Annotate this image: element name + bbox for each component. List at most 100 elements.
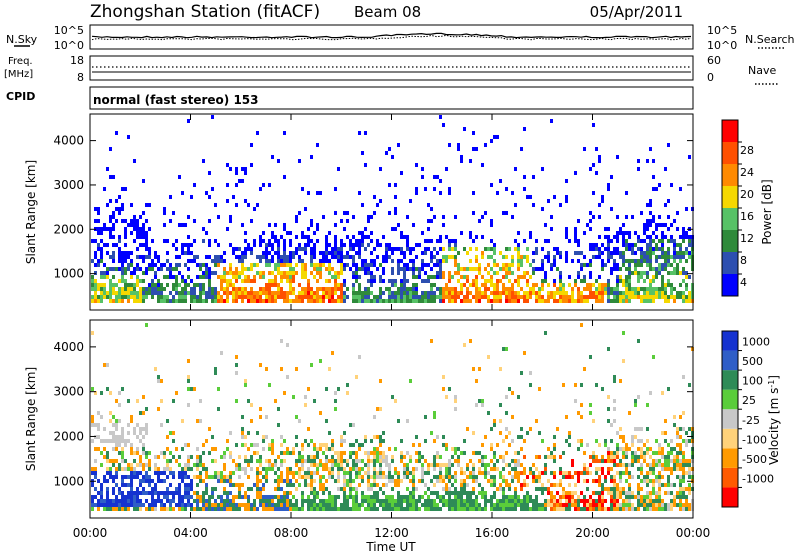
power-echo-cell: [133, 295, 136, 299]
velocity-echo-cell: [94, 459, 97, 463]
velocity-echo-cell: [379, 379, 382, 383]
velocity-echo-cell: [232, 471, 235, 475]
velocity-echo-cell: [280, 475, 283, 479]
velocity-echo-cell: [379, 463, 382, 467]
velocity-echo-cell: [136, 499, 139, 503]
power-echo-cell: [553, 255, 556, 259]
power-echo-cell: [367, 263, 370, 267]
velocity-echo-cell: [367, 479, 370, 483]
power-echo-cell: [658, 223, 661, 227]
velocity-echo-cell: [139, 439, 142, 443]
power-echo-cell: [517, 275, 520, 279]
power-echo-cell: [664, 255, 667, 259]
power-echo-cell: [637, 279, 640, 283]
velocity-echo-cell: [373, 479, 376, 483]
power-echo-cell: [316, 263, 319, 267]
velocity-echo-cell: [529, 383, 532, 387]
velocity-echo-cell: [115, 439, 118, 443]
power-echo-cell: [430, 295, 433, 299]
power-echo-cell: [499, 291, 502, 295]
power-echo-cell: [529, 263, 532, 267]
velocity-echo-cell: [607, 459, 610, 463]
power-echo-cell: [268, 251, 271, 255]
velocity-echo-cell: [448, 491, 451, 495]
power-echo-cell: [310, 295, 313, 299]
velocity-echo-cell: [124, 483, 127, 487]
velocity-echo-cell: [247, 475, 250, 479]
power-echo-cell: [502, 263, 505, 267]
velocity-echo-cell: [157, 495, 160, 499]
velocity-echo-cell: [310, 499, 313, 503]
power-echo-cell: [364, 291, 367, 295]
power-echo-cell: [448, 291, 451, 295]
velocity-echo-cell: [268, 463, 271, 467]
velocity-echo-cell: [163, 479, 166, 483]
power-echo-cell: [535, 283, 538, 287]
velocity-echo-cell: [334, 407, 337, 411]
velocity-echo-cell: [352, 423, 355, 427]
power-echo-cell: [589, 283, 592, 287]
power-echo-cell: [136, 235, 139, 239]
power-echo-cell: [511, 287, 514, 291]
power-echo-cell: [112, 287, 115, 291]
power-echo-cell: [664, 263, 667, 267]
power-echo-cell: [427, 227, 430, 231]
velocity-echo-cell: [376, 483, 379, 487]
power-echo-cell: [673, 239, 676, 243]
power-echo-cell: [685, 287, 688, 291]
power-echo-cell: [550, 267, 553, 271]
velocity-echo-cell: [520, 471, 523, 475]
power-echo-cell: [490, 267, 493, 271]
power-echo-cell: [427, 203, 430, 207]
velocity-echo-cell: [235, 507, 238, 511]
velocity-echo-cell: [202, 479, 205, 483]
velocity-echo-cell: [559, 483, 562, 487]
power-echo-cell: [145, 291, 148, 295]
velocity-echo-cell: [289, 471, 292, 475]
velocity-echo-cell: [358, 471, 361, 475]
power-echo-cell: [244, 251, 247, 255]
velocity-echo-cell: [382, 507, 385, 511]
velocity-echo-cell: [364, 463, 367, 467]
velocity-echo-cell: [94, 467, 97, 471]
power-echo-cell: [355, 251, 358, 255]
velocity-echo-cell: [679, 459, 682, 463]
power-echo-cell: [145, 203, 148, 207]
power-echo-cell: [259, 295, 262, 299]
power-echo-cell: [163, 207, 166, 211]
power-echo-cell: [490, 239, 493, 243]
velocity-echo-cell: [478, 451, 481, 455]
velocity-echo-cell: [97, 499, 100, 503]
power-echo-cell: [448, 187, 451, 191]
velocity-echo-cell: [679, 447, 682, 451]
power-echo-cell: [277, 259, 280, 263]
power-echo-cell: [121, 187, 124, 191]
power-echo-cell: [352, 247, 355, 251]
power-echo-cell: [448, 255, 451, 259]
power-echo-cell: [229, 219, 232, 223]
velocity-echo-cell: [151, 495, 154, 499]
velocity-echo-cell: [136, 435, 139, 439]
power-echo-cell: [598, 295, 601, 299]
velocity-echo-cell: [283, 491, 286, 495]
velocity-echo-cell: [184, 491, 187, 495]
power-echo-cell: [151, 279, 154, 283]
power-echo-cell: [169, 299, 172, 303]
power-echo-cell: [499, 299, 502, 303]
velocity-echo-cell: [175, 459, 178, 463]
velocity-echo-cell: [508, 431, 511, 435]
velocity-echo-cell: [328, 503, 331, 507]
velocity-echo-cell: [436, 503, 439, 507]
power-echo-cell: [199, 263, 202, 267]
power-echo-cell: [499, 295, 502, 299]
power-echo-cell: [313, 263, 316, 267]
power-echo-cell: [505, 275, 508, 279]
power-echo-cell: [547, 199, 550, 203]
power-echo-cell: [133, 267, 136, 271]
velocity-echo-cell: [235, 503, 238, 507]
power-echo-cell: [685, 295, 688, 299]
velocity-echo-cell: [229, 471, 232, 475]
power-echo-cell: [406, 247, 409, 251]
velocity-echo-cell: [307, 495, 310, 499]
power-echo-cell: [643, 231, 646, 235]
